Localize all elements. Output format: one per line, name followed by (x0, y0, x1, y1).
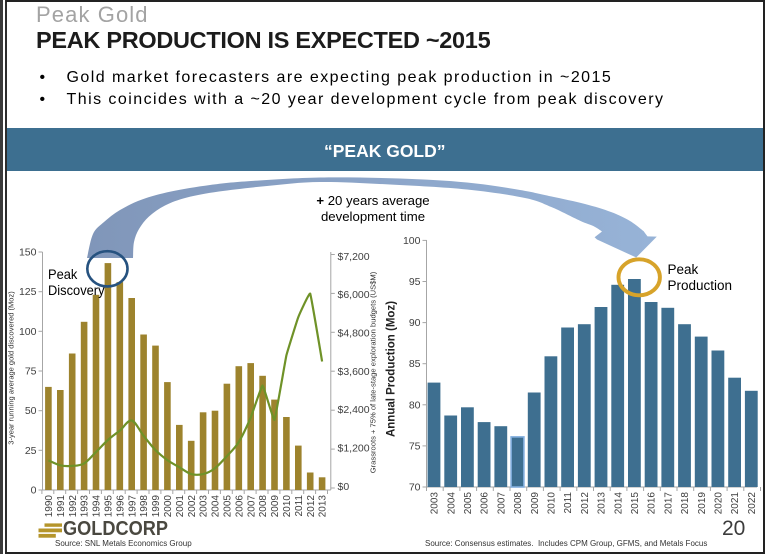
svg-text:2007: 2007 (246, 495, 257, 518)
svg-text:1997: 1997 (127, 495, 138, 518)
svg-text:2012: 2012 (580, 492, 591, 515)
svg-text:0: 0 (31, 485, 37, 497)
svg-text:1996: 1996 (115, 495, 126, 518)
svg-text:2014: 2014 (613, 492, 624, 515)
svg-text:75: 75 (409, 440, 421, 452)
svg-text:1994: 1994 (92, 495, 103, 518)
svg-text:1990: 1990 (44, 495, 55, 518)
svg-text:1993: 1993 (80, 495, 91, 518)
svg-text:90: 90 (409, 317, 421, 329)
svg-text:2020: 2020 (714, 492, 725, 515)
svg-text:50: 50 (25, 405, 37, 417)
svg-text:2019: 2019 (697, 492, 708, 515)
svg-text:125: 125 (19, 286, 37, 298)
svg-text:2013: 2013 (597, 492, 608, 515)
svg-text:2010: 2010 (282, 495, 293, 518)
svg-text:2003: 2003 (430, 492, 441, 515)
svg-text:1999: 1999 (151, 495, 162, 518)
svg-text:$3,600: $3,600 (338, 366, 370, 378)
svg-text:95: 95 (409, 276, 421, 288)
svg-text:3-year running average gold di: 3-year running average gold discovered (… (7, 291, 16, 445)
svg-text:2009: 2009 (530, 492, 541, 515)
svg-text:2005: 2005 (223, 495, 234, 518)
svg-text:$0: $0 (338, 481, 350, 493)
svg-text:2021: 2021 (730, 492, 741, 515)
svg-text:150: 150 (19, 247, 37, 259)
svg-text:2008: 2008 (258, 495, 269, 518)
svg-text:2017: 2017 (663, 492, 674, 515)
svg-text:2007: 2007 (496, 492, 507, 515)
svg-text:100: 100 (19, 326, 37, 338)
svg-text:1992: 1992 (68, 495, 79, 518)
svg-text:2022: 2022 (747, 492, 758, 515)
svg-text:2018: 2018 (680, 492, 691, 515)
svg-text:100: 100 (403, 235, 421, 247)
svg-text:1991: 1991 (56, 495, 67, 518)
svg-text:$1,200: $1,200 (338, 443, 370, 455)
svg-text:$7,200: $7,200 (338, 251, 370, 263)
svg-text:2016: 2016 (647, 492, 658, 515)
svg-text:25: 25 (25, 445, 37, 457)
svg-text:1998: 1998 (139, 495, 150, 518)
svg-text:1995: 1995 (104, 495, 115, 518)
svg-text:2005: 2005 (463, 492, 474, 515)
svg-text:2004: 2004 (446, 492, 457, 515)
svg-text:2003: 2003 (199, 495, 210, 518)
svg-text:2008: 2008 (513, 492, 524, 515)
svg-text:2004: 2004 (211, 495, 222, 518)
svg-text:$2,400: $2,400 (338, 404, 370, 416)
svg-text:70: 70 (409, 482, 421, 494)
svg-text:2000: 2000 (163, 495, 174, 518)
svg-text:2012: 2012 (306, 495, 317, 518)
svg-text:2011: 2011 (563, 492, 574, 514)
svg-text:2002: 2002 (187, 495, 198, 518)
svg-text:2015: 2015 (630, 492, 641, 515)
svg-text:2010: 2010 (547, 492, 558, 515)
svg-text:$6,000: $6,000 (338, 289, 370, 301)
svg-text:Annual Production (Moz): Annual Production (Moz) (386, 301, 398, 437)
svg-text:$4,800: $4,800 (338, 328, 370, 340)
svg-text:2011: 2011 (294, 495, 305, 517)
svg-text:2013: 2013 (318, 495, 329, 518)
svg-text:75: 75 (25, 366, 37, 378)
svg-text:2006: 2006 (480, 492, 491, 515)
svg-text:85: 85 (409, 358, 421, 370)
svg-text:80: 80 (409, 399, 421, 411)
svg-text:2006: 2006 (234, 495, 245, 518)
svg-text:Grassroots + 75% of late-stage: Grassroots + 75% of late-stage explorati… (369, 271, 378, 473)
svg-text:2009: 2009 (270, 495, 281, 518)
svg-text:2001: 2001 (175, 495, 186, 518)
